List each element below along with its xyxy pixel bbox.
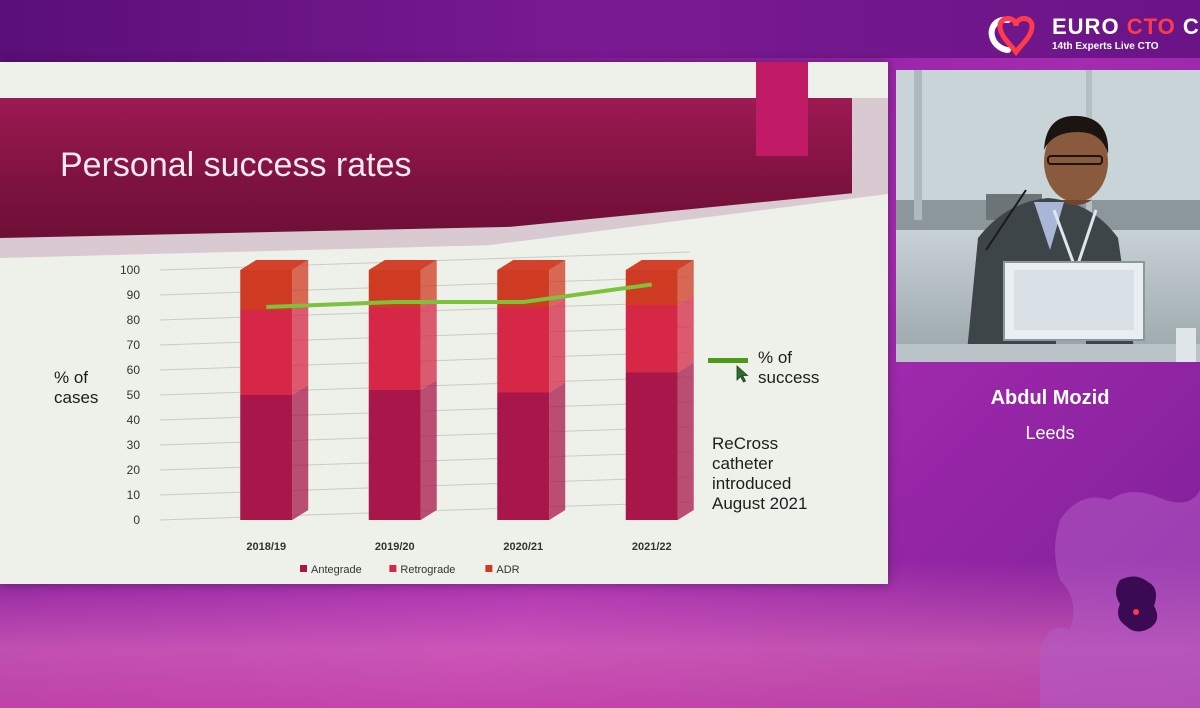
logo-text: EURO CTO CLUB (1052, 14, 1200, 40)
logo-subtitle: 14th Experts Live CTO (1052, 41, 1159, 52)
bar-segment (625, 305, 678, 373)
bar-segment (240, 395, 293, 520)
x-tick-label: 2020/21 (503, 541, 543, 553)
y-tick-label: 90 (127, 288, 141, 302)
y-tick-label: 10 (127, 488, 141, 502)
y-tick-label: 40 (127, 413, 141, 427)
y-tick-label: 20 (127, 463, 141, 477)
x-tick-label: 2021/22 (632, 541, 672, 553)
y-axis-title: % of cases (54, 368, 99, 407)
y-tick-label: 50 (127, 388, 141, 402)
logo-euro: EURO (1052, 14, 1120, 39)
bar-segment (240, 270, 293, 310)
bar-top (625, 260, 694, 270)
speaker-video (896, 70, 1200, 362)
bar-segment-side (420, 380, 437, 520)
legend-swatch (485, 565, 493, 572)
success-legend: % of success (706, 348, 836, 392)
bar-top (368, 260, 437, 270)
bar-segment (240, 310, 293, 395)
y-tick-label: 0 (133, 513, 140, 527)
legend-label: ADR (496, 564, 519, 576)
bar-segment-side (549, 297, 566, 393)
bar-segment-side (420, 260, 437, 308)
europe-map-icon (1040, 490, 1200, 708)
x-tick-label: 2019/20 (375, 541, 415, 553)
logo-club: CLUB (1182, 14, 1200, 39)
y-tick-label: 60 (127, 363, 141, 377)
recross-note: ReCross catheter introduced August 2021 (712, 434, 808, 513)
bar-segment-side (677, 362, 694, 520)
logo-cto: CTO (1126, 14, 1176, 39)
background-glow (0, 560, 1200, 708)
heart-logo-icon (988, 16, 1035, 56)
bar-segment-side (677, 260, 694, 305)
bar-segment (368, 390, 421, 520)
bar-segment-side (549, 382, 566, 520)
location-dot-icon (1133, 609, 1139, 615)
legend-label: Retrograde (400, 564, 455, 576)
slide-title: Personal success rates (60, 146, 412, 184)
bar-segment-side (420, 297, 437, 390)
bar-segment-side (292, 300, 309, 395)
y-tick-label: 30 (127, 438, 141, 452)
legend-label: Antegrade (311, 564, 362, 576)
bar-top (240, 260, 309, 270)
success-legend-line (708, 358, 748, 363)
bar-top (497, 260, 566, 270)
y-tick-label: 70 (127, 338, 141, 352)
mouse-cursor-icon (736, 365, 749, 383)
bar-segment (497, 392, 550, 520)
presentation-slide: Personal success rates 0 10 20 30 40 50 60 70 80… (0, 62, 888, 584)
bar-segment-side (292, 385, 309, 520)
success-legend-label: % of success (758, 348, 820, 387)
y-tick-label: 80 (127, 313, 141, 327)
bar-segment (368, 307, 421, 390)
success-line (266, 282, 653, 309)
speaker-name: Abdul Mozid (990, 387, 1110, 409)
speaker-city: Leeds (1025, 423, 1075, 443)
x-tick-label: 2018/19 (246, 541, 286, 553)
bar-segment (497, 307, 550, 393)
y-tick-label: 100 (120, 263, 140, 277)
bar-segment (625, 372, 678, 520)
speaker-illustration (896, 70, 1200, 362)
slide-accent (756, 62, 808, 156)
legend-swatch (300, 565, 307, 572)
stacked-bar-chart: 0 10 20 30 40 50 60 70 80 90 100 2018/19 2019/20 2020… (120, 251, 694, 576)
bar-segment-side (677, 295, 694, 373)
bar-segment-side (292, 260, 309, 310)
event-logo: EURO CTO CLUB 14th Experts Live CTO (986, 12, 1200, 56)
legend-swatch (389, 565, 397, 572)
